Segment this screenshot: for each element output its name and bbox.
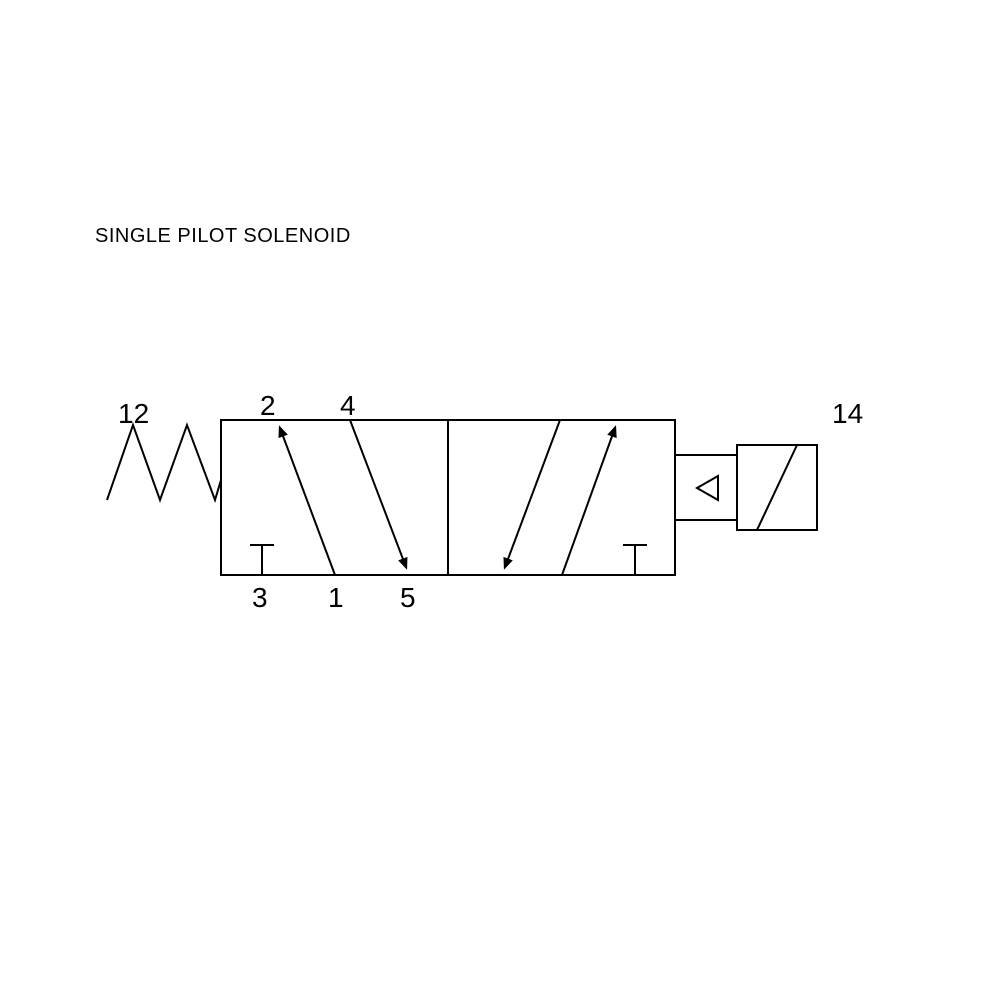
port-label-2: 2 bbox=[260, 390, 276, 422]
port-label-3: 3 bbox=[252, 582, 268, 614]
port-label-4: 4 bbox=[340, 390, 356, 422]
valve-diagram bbox=[0, 0, 1000, 1000]
port-label-1: 1 bbox=[328, 582, 344, 614]
left-arrow-2 bbox=[350, 420, 406, 567]
pilot-box bbox=[675, 455, 737, 520]
solenoid-label: 14 bbox=[832, 398, 863, 430]
spring-label: 12 bbox=[118, 398, 149, 430]
solenoid-diagonal bbox=[757, 445, 797, 530]
right-arrow-2 bbox=[562, 428, 615, 575]
right-arrow-1 bbox=[505, 420, 560, 567]
left-arrow-1 bbox=[280, 428, 335, 575]
pilot-triangle bbox=[697, 476, 718, 500]
port-label-5: 5 bbox=[400, 582, 416, 614]
spring-return bbox=[107, 425, 221, 500]
